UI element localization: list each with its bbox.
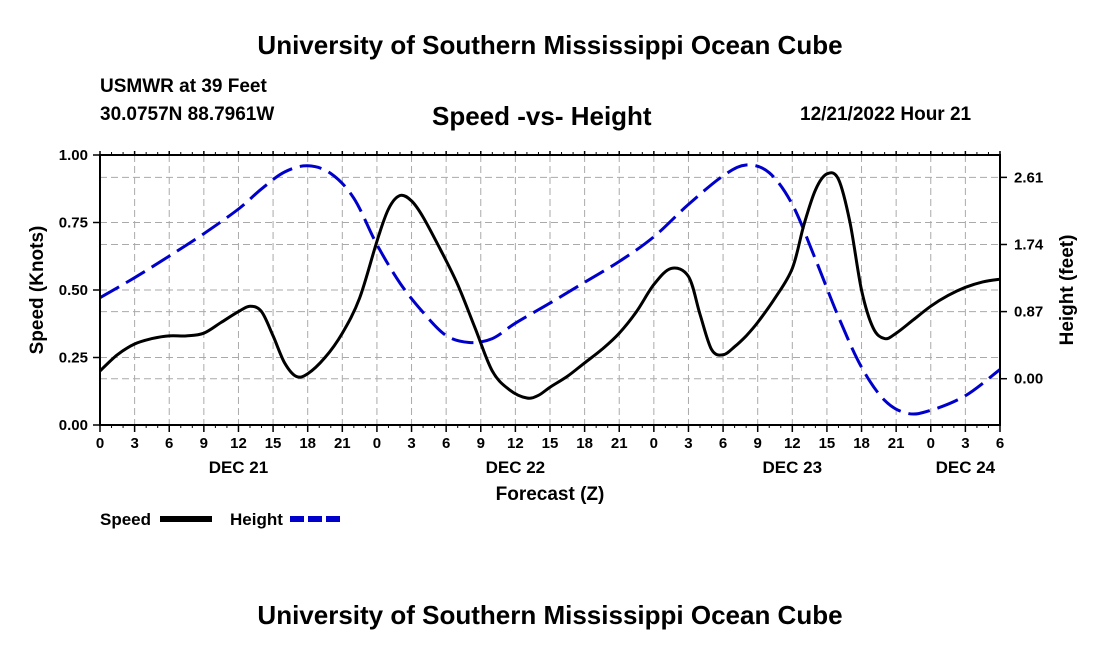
day-label: DEC 21: [209, 458, 269, 477]
x-tick-label: 9: [754, 435, 762, 452]
x-tick-label: 0: [650, 435, 658, 452]
main-title: University of Southern Mississippi Ocean…: [257, 30, 843, 60]
legend: Speed Height: [100, 510, 342, 529]
x-tick-label: 18: [576, 435, 593, 452]
x-tick-label: 6: [719, 435, 727, 452]
footer-title: University of Southern Mississippi Ocean…: [257, 600, 843, 630]
x-tick-label: 3: [130, 435, 138, 452]
x-tick-label: 0: [373, 435, 381, 452]
axis-layer: 0 3 6 9 12 15 18 21 0 3 6 9 12 15 18 21 0 3 6 9 12 15 18 21 0 3 6D…: [59, 147, 1044, 477]
y2-axis-title: Height (feet): [1057, 235, 1078, 346]
x-tick-label: 18: [299, 435, 316, 452]
x-tick-label: 6: [165, 435, 173, 452]
y2-tick-label: 2.61: [1014, 169, 1043, 186]
x-tick-label: 18: [853, 435, 870, 452]
x-tick-label: 6: [996, 435, 1004, 452]
legend-label-speed: Speed: [100, 510, 151, 529]
day-label: DEC 23: [763, 458, 823, 477]
y-tick-label: 0.75: [59, 215, 88, 232]
day-label: DEC 22: [486, 458, 546, 477]
x-tick-label: 12: [784, 435, 801, 452]
x-tick-label: 15: [542, 435, 559, 452]
x-tick-label: 6: [442, 435, 450, 452]
x-tick-label: 3: [684, 435, 692, 452]
x-axis-title: Forecast (Z): [496, 484, 605, 505]
x-tick-label: 3: [961, 435, 969, 452]
y2-tick-label: 1.74: [1014, 236, 1044, 253]
x-tick-label: 9: [200, 435, 208, 452]
chart-subtitle: Speed -vs- Height: [432, 101, 652, 131]
y-tick-label: 1.00: [59, 147, 88, 164]
station-coordinates: 30.0757N 88.7961W: [100, 104, 275, 125]
x-tick-label: 0: [927, 435, 935, 452]
grid-layer: [100, 155, 1000, 425]
x-tick-label: 0: [96, 435, 104, 452]
x-tick-label: 21: [334, 435, 351, 452]
x-tick-label: 3: [407, 435, 415, 452]
forecast-datetime: 12/21/2022 Hour 21: [800, 104, 972, 125]
day-label: DEC 24: [936, 458, 996, 477]
x-tick-label: 15: [265, 435, 282, 452]
x-tick-label: 12: [507, 435, 524, 452]
station-label: USMWR at 39 Feet: [100, 76, 267, 97]
y-axis-title: Speed (Knots): [27, 226, 48, 355]
y2-tick-label: 0.00: [1014, 371, 1043, 388]
y-tick-label: 0.25: [59, 350, 88, 367]
x-tick-label: 12: [230, 435, 247, 452]
y-tick-label: 0.50: [59, 282, 88, 299]
x-tick-label: 15: [819, 435, 836, 452]
legend-label-height: Height: [230, 510, 283, 529]
y2-tick-label: 0.87: [1014, 304, 1043, 321]
series-layer: [98, 163, 1001, 416]
x-tick-label: 9: [477, 435, 485, 452]
x-tick-label: 21: [611, 435, 628, 452]
y-tick-label: 0.00: [59, 417, 88, 434]
series-line-speed: [98, 171, 1001, 400]
x-tick-label: 21: [888, 435, 905, 452]
